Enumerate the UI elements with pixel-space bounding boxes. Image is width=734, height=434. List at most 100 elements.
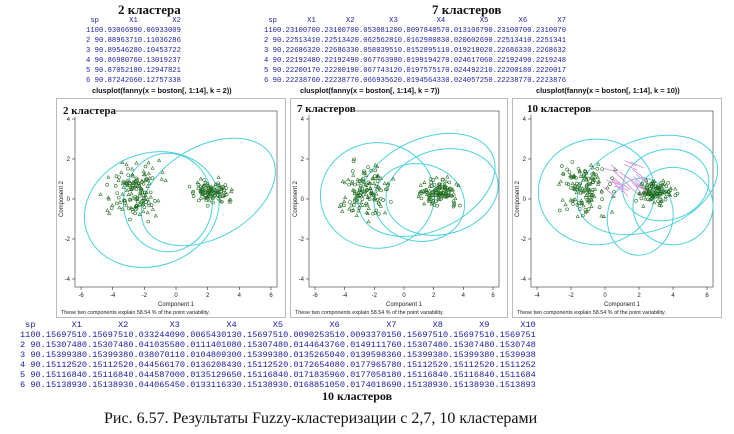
data-point — [109, 206, 114, 210]
table-cell: 0.019919427 — [397, 57, 446, 65]
data-point — [145, 210, 150, 215]
table-cell: 0.009337015 — [339, 330, 397, 340]
data-point — [374, 184, 378, 189]
table-cell: 0.014464376 — [283, 340, 340, 350]
cluster-link — [623, 164, 638, 171]
data-point — [592, 174, 598, 179]
data-point — [370, 192, 376, 197]
cluster-ellipse — [319, 142, 435, 249]
data-point — [213, 193, 217, 198]
data-point — [110, 203, 115, 208]
table-cell: 0.019456433 — [397, 77, 446, 85]
data-point — [347, 206, 352, 211]
data-point — [590, 180, 595, 185]
x-axis-label: Component 1 — [604, 302, 641, 308]
table-row: 2 9 0.2251341 0.2251342 0.06256281 0.01629808… — [264, 36, 566, 46]
data-point — [558, 179, 563, 183]
table-cell: 1 — [264, 27, 269, 35]
data-point — [348, 200, 352, 204]
data-point — [659, 186, 664, 191]
table-cell: 0.1511252 — [489, 360, 536, 370]
data-point — [197, 198, 201, 203]
data-point — [600, 197, 604, 201]
data-point — [373, 210, 378, 215]
data-point — [373, 162, 378, 167]
data-point — [588, 162, 594, 167]
data-point — [340, 179, 345, 183]
data-point — [134, 187, 139, 191]
data-point — [224, 192, 229, 197]
table-cell: 0.1539938 — [489, 350, 536, 360]
data-point — [594, 172, 598, 177]
data-point — [353, 182, 357, 187]
table-cell: 0.2251341 — [527, 37, 567, 45]
table-header-cell: X6 — [518, 17, 528, 25]
data-point — [675, 191, 680, 196]
data-point — [375, 187, 380, 192]
table-cell: 4 — [264, 57, 269, 65]
table-cell: 0.1511252 — [442, 360, 490, 370]
data-point — [352, 189, 357, 193]
data-point — [560, 197, 565, 202]
table-cell: 0.2223877 — [488, 77, 528, 85]
data-point — [354, 213, 359, 217]
table-cell: 0.017183596 — [283, 370, 340, 380]
data-point — [123, 199, 127, 203]
table-cell: 0.2219249 — [315, 57, 355, 65]
data-point — [652, 200, 657, 205]
data-point — [557, 208, 562, 213]
data-point — [658, 180, 663, 185]
data-point — [351, 159, 356, 163]
cluster-link — [612, 177, 624, 186]
data-point — [452, 203, 456, 207]
data-point — [229, 187, 234, 192]
x-tick-label: -2 — [142, 293, 148, 299]
table-header-cell: X3 — [169, 320, 180, 330]
data-point — [342, 199, 347, 203]
table-cell: 0.1511684 — [35, 370, 82, 380]
table-header-cell: X1 — [307, 17, 316, 25]
data-point — [229, 189, 234, 194]
data-point — [652, 179, 657, 183]
data-point — [590, 165, 595, 170]
data-point — [422, 201, 427, 206]
cluster-ellipse — [358, 132, 496, 237]
data-point — [429, 201, 434, 206]
data-point — [565, 207, 569, 212]
table-cell: 9 — [272, 77, 277, 85]
data-point — [358, 183, 363, 187]
data-point — [142, 172, 148, 177]
data-point — [636, 191, 642, 195]
data-point — [574, 190, 579, 195]
table-header-cell: sp — [90, 17, 99, 25]
table-cell: 0.1513893 — [35, 380, 82, 390]
table-cell: 0.1530748 — [236, 340, 284, 350]
data-point — [364, 173, 369, 177]
data-point — [198, 184, 203, 188]
table-header-cell: X5 — [479, 17, 489, 25]
data-point — [352, 196, 358, 200]
data-point — [223, 183, 228, 187]
data-point — [358, 187, 362, 191]
data-point — [126, 173, 131, 177]
data-point — [449, 194, 453, 198]
data-point — [596, 162, 601, 166]
table-cell: 0.02461706 — [445, 57, 489, 65]
data-point — [126, 192, 131, 197]
data-point — [144, 190, 149, 194]
data-point — [218, 198, 223, 203]
data-point — [368, 185, 373, 190]
data-point — [128, 185, 133, 189]
data-point — [649, 197, 654, 202]
data-point — [202, 183, 207, 188]
data-point — [123, 201, 127, 205]
data-point — [564, 181, 569, 186]
y-axis-label: Component 2 — [293, 180, 299, 217]
table-cell: 9 — [272, 37, 277, 45]
data-point — [448, 186, 453, 191]
data-point — [139, 186, 144, 191]
table-cell: 0.8954628 — [98, 47, 138, 55]
cluster-link — [611, 180, 623, 193]
data-point — [641, 190, 646, 195]
cluster-ellipse — [576, 134, 719, 236]
